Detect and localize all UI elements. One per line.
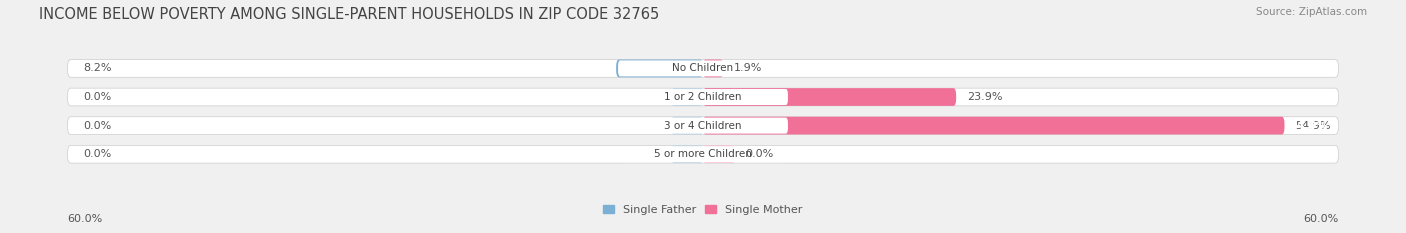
FancyBboxPatch shape [703, 60, 723, 77]
Text: 1.9%: 1.9% [734, 63, 762, 73]
FancyBboxPatch shape [619, 89, 787, 105]
Text: 0.0%: 0.0% [83, 149, 111, 159]
Text: 5 or more Children: 5 or more Children [654, 149, 752, 159]
FancyBboxPatch shape [703, 145, 735, 163]
FancyBboxPatch shape [619, 118, 787, 134]
FancyBboxPatch shape [67, 60, 1339, 77]
Text: 0.0%: 0.0% [83, 92, 111, 102]
Text: 0.0%: 0.0% [83, 121, 111, 131]
Text: INCOME BELOW POVERTY AMONG SINGLE-PARENT HOUSEHOLDS IN ZIP CODE 32765: INCOME BELOW POVERTY AMONG SINGLE-PARENT… [39, 7, 659, 22]
FancyBboxPatch shape [671, 145, 703, 163]
Text: 60.0%: 60.0% [67, 214, 103, 224]
FancyBboxPatch shape [616, 60, 703, 77]
Text: 3 or 4 Children: 3 or 4 Children [664, 121, 742, 131]
FancyBboxPatch shape [67, 117, 1339, 134]
FancyBboxPatch shape [703, 117, 1285, 134]
FancyBboxPatch shape [671, 117, 703, 134]
Text: Source: ZipAtlas.com: Source: ZipAtlas.com [1256, 7, 1367, 17]
FancyBboxPatch shape [671, 88, 703, 106]
FancyBboxPatch shape [703, 88, 956, 106]
Text: 54.9%: 54.9% [1295, 121, 1330, 131]
Text: 23.9%: 23.9% [967, 92, 1002, 102]
Legend: Single Father, Single Mother: Single Father, Single Mother [599, 200, 807, 219]
Text: 54.9%: 54.9% [1289, 121, 1327, 131]
Text: 1 or 2 Children: 1 or 2 Children [664, 92, 742, 102]
FancyBboxPatch shape [619, 146, 787, 162]
Text: No Children: No Children [672, 63, 734, 73]
Text: 8.2%: 8.2% [83, 63, 112, 73]
Text: 0.0%: 0.0% [745, 149, 773, 159]
FancyBboxPatch shape [67, 145, 1339, 163]
FancyBboxPatch shape [619, 60, 787, 76]
Text: 60.0%: 60.0% [1303, 214, 1339, 224]
FancyBboxPatch shape [67, 88, 1339, 106]
